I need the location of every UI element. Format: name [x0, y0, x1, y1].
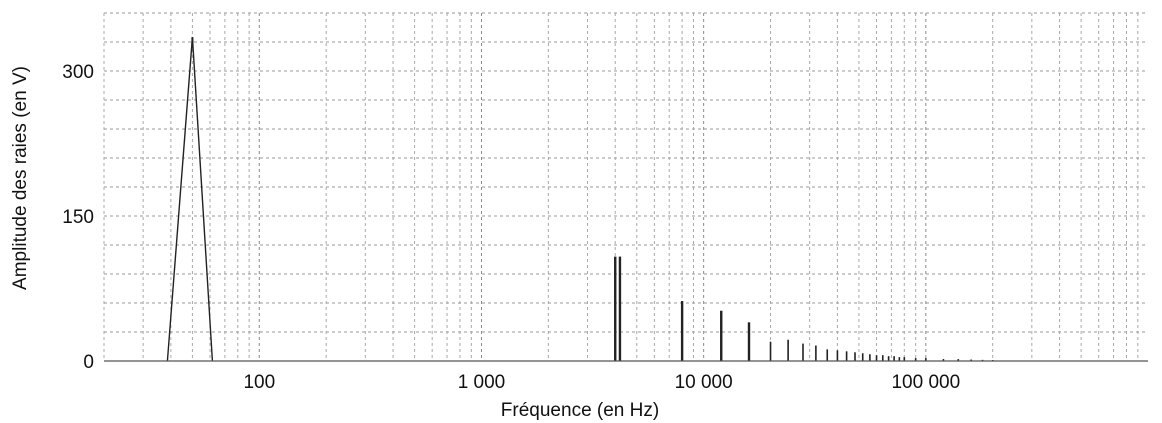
spectral-line [869, 354, 871, 361]
spectral-line [898, 357, 901, 361]
spectral-line [802, 343, 804, 361]
spectral-line [942, 359, 945, 361]
spectral-line [914, 358, 917, 361]
fundamental-peak [166, 37, 214, 362]
spectral-line [614, 256, 617, 361]
y-tick-label: 300 [62, 62, 94, 83]
spectrum-lines [166, 37, 994, 362]
spectral-line [618, 256, 622, 361]
spectral-line [787, 339, 789, 361]
x-tick-label: 10 000 [675, 372, 733, 393]
spectral-line [720, 310, 723, 361]
spectral-line [836, 350, 839, 361]
x-tick-label: 100 [243, 372, 275, 393]
spectral-line [845, 351, 848, 361]
spectral-line [893, 356, 895, 361]
spectral-line [887, 356, 890, 361]
y-tick-label: 150 [62, 207, 94, 228]
spectral-line [925, 358, 927, 361]
x-tick-label: 1 000 [458, 372, 506, 393]
spectral-line [903, 357, 906, 361]
spectral-line [854, 352, 856, 361]
y-axis-title: Amplitude des raies (en V) [10, 66, 31, 290]
x-tick-label: 100 000 [891, 372, 960, 393]
spectral-line [747, 322, 751, 361]
spectral-line [815, 345, 817, 361]
spectral-line [957, 359, 960, 361]
spectral-line [881, 355, 884, 361]
spectral-line [826, 349, 829, 361]
spectral-line [970, 359, 972, 361]
x-axis-title: Fréquence (en Hz) [501, 400, 659, 421]
spectral-line [769, 341, 772, 361]
spectral-line [680, 301, 684, 361]
spectral-line [875, 355, 878, 361]
tick-labels: 100 1 000 10 000 100 000 0 150 300 [62, 62, 960, 393]
y-tick-label: 0 [83, 352, 94, 373]
grid [103, 12, 1148, 361]
spectral-line [861, 353, 864, 361]
